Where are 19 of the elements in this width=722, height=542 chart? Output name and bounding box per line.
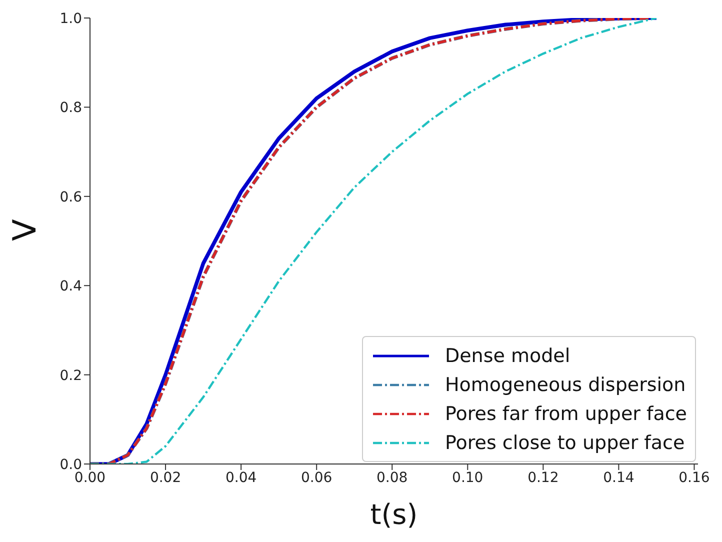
x-tick-label: 0.06: [301, 470, 332, 486]
y-tick-label: 0.4: [60, 278, 82, 295]
x-axis-title: t(s): [370, 498, 418, 531]
y-tick-label: 0.8: [60, 100, 82, 116]
legend-label: Pores far from upper face: [444, 402, 687, 424]
y-tick-label: 1.0: [60, 10, 82, 27]
legend-label: Homogeneous dispersion: [444, 374, 686, 396]
x-tick-label: 0.14: [603, 470, 634, 486]
x-tick-label: 0.12: [528, 470, 559, 486]
x-tick-label: 0.04: [225, 470, 257, 486]
x-tick-label: 0.02: [150, 470, 182, 486]
x-tick-label: 0.16: [678, 470, 710, 486]
legend-label: Pores close to upper face: [444, 432, 685, 454]
y-tick-label: 0.2: [60, 368, 82, 384]
y-tick-label: 0.6: [60, 189, 82, 206]
x-tick-label: 0.08: [376, 470, 408, 486]
legend-label: Dense model: [444, 344, 570, 366]
x-tick-label: 0.10: [452, 470, 484, 486]
y-axis-title: V: [5, 219, 44, 241]
